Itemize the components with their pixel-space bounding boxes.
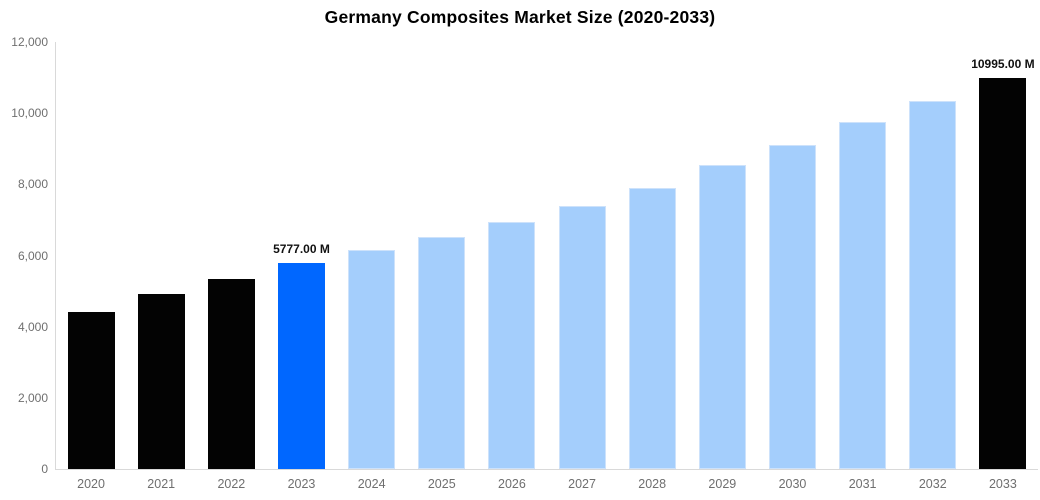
bar-2022 [207,279,255,469]
bar-2028 [628,187,676,469]
bar-slot-2033: 10995.00 M 2033 [968,42,1038,491]
bar-2032 [909,100,957,469]
bar-2029 [698,165,746,469]
x-tick-label-2028: 2028 [638,477,667,491]
bar-slot-2020: 2020 [56,42,126,491]
x-tick-label-2027: 2027 [568,477,596,491]
y-tick-label: 4,000 [17,319,48,334]
x-tick-label-2032: 2032 [918,477,947,491]
bar-slot-2029: 2029 [687,42,757,491]
bar-2033 [979,77,1027,469]
x-tick-label-2024: 2024 [357,477,386,491]
y-tick-label: 6,000 [17,248,48,263]
y-tick-label: 10,000 [11,106,48,121]
bar-slot-2023: 5777.00 M 2023 [266,42,336,491]
x-tick-label-2021: 2021 [147,477,176,491]
bar-2031 [839,121,887,469]
bar-2026 [488,222,536,469]
bar-2023 [278,263,325,469]
bar-value-label-2033: 10995.00 M [971,56,1035,71]
bar-slot-2021: 2021 [126,42,196,491]
bar-slot-2027: 2027 [547,42,617,491]
x-tick-label-2022: 2022 [217,477,246,491]
chart-title: Germany Composites Market Size (2020-203… [324,7,716,27]
bars-container: 2020 2021 2022 5777.00 M 2023 2024 2025 2026 202… [56,42,1038,491]
y-tick-label: 12,000 [11,35,48,49]
y-tick-label: 8,000 [17,177,48,192]
bar-2025 [418,236,466,469]
bar-slot-2022: 2022 [196,42,266,491]
bar-2030 [768,145,816,469]
bar-value-label-2023: 5777.00 M [273,242,330,257]
y-tick-label: 0 [41,462,48,476]
bar-slot-2024: 2024 [337,42,407,491]
x-tick-label-2025: 2025 [427,477,456,491]
bar-2021 [137,294,185,469]
bar-slot-2028: 2028 [617,42,687,491]
bar-slot-2025: 2025 [407,42,477,491]
x-tick-label-2020: 2020 [77,477,105,491]
bar-slot-2030: 2030 [757,42,827,491]
bar-slot-2032: 2032 [898,42,968,491]
x-tick-label-2030: 2030 [778,477,807,491]
bar-slot-2031: 2031 [828,42,898,491]
bar-2027 [558,205,606,469]
x-tick-label-2029: 2029 [708,477,737,491]
x-tick-label-2026: 2026 [498,477,526,491]
bar-slot-2026: 2026 [477,42,547,491]
x-tick-label-2023: 2023 [287,477,316,491]
plot-area: 12,000 10,000 8,000 6,000 4,000 2,000 0 2020 20… [11,35,1038,491]
x-tick-label-2033: 2033 [988,477,1017,491]
bar-2020 [67,311,115,469]
bar-2024 [348,250,396,469]
y-tick-label: 2,000 [17,390,48,405]
x-tick-label-2031: 2031 [848,477,877,491]
